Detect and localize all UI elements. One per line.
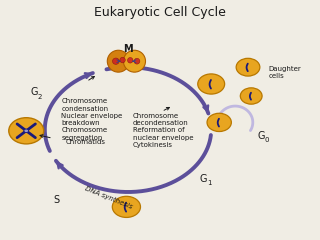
Text: 1: 1 xyxy=(207,180,212,186)
Text: Chromatids: Chromatids xyxy=(66,139,106,145)
Text: DNA synthesis: DNA synthesis xyxy=(84,185,133,210)
Ellipse shape xyxy=(240,88,262,104)
Text: M: M xyxy=(123,44,133,54)
Ellipse shape xyxy=(9,118,44,144)
Text: Chromosome
decondensation
Reformation of
nuclear envelope
Cytokinesis: Chromosome decondensation Reformation of… xyxy=(133,113,193,148)
Text: 0: 0 xyxy=(265,137,269,143)
Ellipse shape xyxy=(198,74,225,94)
Ellipse shape xyxy=(207,113,231,132)
Text: G: G xyxy=(200,174,207,184)
Ellipse shape xyxy=(236,58,260,76)
Text: Daughter
cells: Daughter cells xyxy=(269,66,301,78)
Ellipse shape xyxy=(107,50,129,72)
Text: 2: 2 xyxy=(37,94,42,100)
Ellipse shape xyxy=(128,58,133,63)
Circle shape xyxy=(24,129,28,132)
Ellipse shape xyxy=(134,58,140,64)
Ellipse shape xyxy=(112,196,140,217)
Ellipse shape xyxy=(124,50,146,72)
Ellipse shape xyxy=(113,58,119,64)
Text: Eukaryotic Cell Cycle: Eukaryotic Cell Cycle xyxy=(94,6,226,19)
Text: S: S xyxy=(53,195,59,205)
Text: G: G xyxy=(30,87,38,97)
Text: Chromosome
condensation
Nuclear envelope
breakdown
Chromosome
segregation: Chromosome condensation Nuclear envelope… xyxy=(61,98,123,141)
Text: G: G xyxy=(258,131,265,141)
Ellipse shape xyxy=(120,57,125,63)
